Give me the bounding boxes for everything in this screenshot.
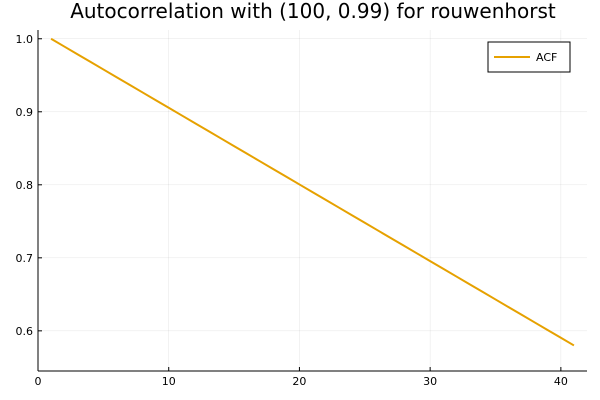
series-layer bbox=[50, 37, 575, 347]
chart-title: Autocorrelation with (100, 0.99) for rou… bbox=[70, 0, 556, 23]
y-tick-label: 0.8 bbox=[16, 179, 34, 192]
grid bbox=[37, 30, 587, 371]
y-tick-label: 0.7 bbox=[16, 252, 34, 265]
x-tick-label: 30 bbox=[423, 375, 437, 388]
y-tick-label: 0.9 bbox=[16, 106, 34, 119]
x-tick-label: 40 bbox=[554, 375, 568, 388]
series-line-acf bbox=[50, 37, 575, 347]
x-tick-label: 20 bbox=[292, 375, 306, 388]
x-tick-label: 10 bbox=[162, 375, 176, 388]
legend: ACF bbox=[487, 41, 571, 73]
x-tick-label: 0 bbox=[35, 375, 42, 388]
ticks: 0 10 20 30 40 0.6 0.7 0.8 0.9 1.0 bbox=[16, 33, 568, 388]
y-tick-label: 1.0 bbox=[16, 33, 34, 46]
axes bbox=[37, 30, 587, 372]
legend-label-acf: ACF bbox=[536, 51, 557, 64]
y-tick-label: 0.6 bbox=[16, 325, 34, 338]
